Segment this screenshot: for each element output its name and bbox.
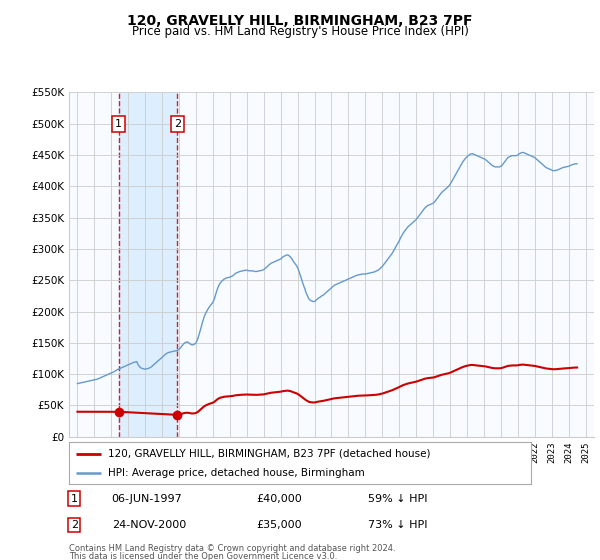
- Text: 120, GRAVELLY HILL, BIRMINGHAM, B23 7PF: 120, GRAVELLY HILL, BIRMINGHAM, B23 7PF: [127, 14, 473, 28]
- Text: 2: 2: [71, 520, 78, 530]
- Text: This data is licensed under the Open Government Licence v3.0.: This data is licensed under the Open Gov…: [69, 552, 337, 560]
- Text: 59% ↓ HPI: 59% ↓ HPI: [368, 494, 428, 504]
- Bar: [119, 92, 178, 437]
- Text: 2: 2: [174, 119, 181, 129]
- Text: 73% ↓ HPI: 73% ↓ HPI: [368, 520, 428, 530]
- Text: £40,000: £40,000: [256, 494, 302, 504]
- Text: HPI: Average price, detached house, Birmingham: HPI: Average price, detached house, Birm…: [108, 468, 365, 478]
- Text: Price paid vs. HM Land Registry's House Price Index (HPI): Price paid vs. HM Land Registry's House …: [131, 25, 469, 38]
- Text: 06-JUN-1997: 06-JUN-1997: [112, 494, 182, 504]
- Text: 1: 1: [71, 494, 78, 504]
- Text: 120, GRAVELLY HILL, BIRMINGHAM, B23 7PF (detached house): 120, GRAVELLY HILL, BIRMINGHAM, B23 7PF …: [108, 449, 431, 459]
- Text: £35,000: £35,000: [256, 520, 302, 530]
- Text: 1: 1: [115, 119, 122, 129]
- Text: Contains HM Land Registry data © Crown copyright and database right 2024.: Contains HM Land Registry data © Crown c…: [69, 544, 395, 553]
- Text: 24-NOV-2000: 24-NOV-2000: [112, 520, 186, 530]
